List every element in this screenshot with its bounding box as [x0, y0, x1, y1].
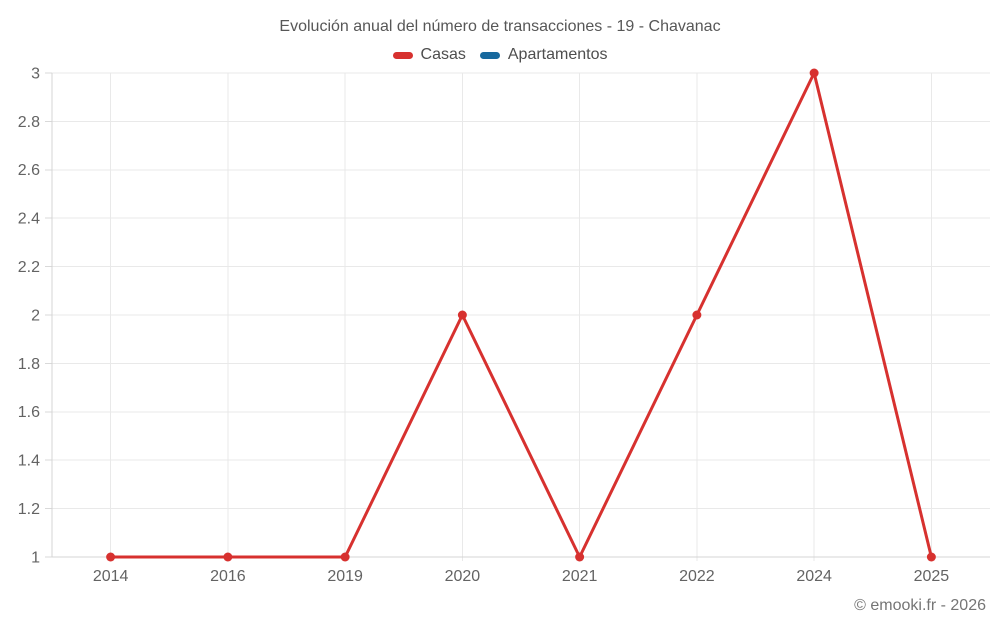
legend: Casas Apartamentos [0, 45, 1000, 65]
y-tick-label: 2.6 [18, 162, 40, 179]
legend-label-casas: Casas [420, 46, 466, 63]
copyright-credit: © emooki.fr - 2026 [854, 597, 986, 614]
series-point-casas [809, 68, 819, 78]
x-tick-label: 2021 [562, 568, 598, 585]
series-point-casas [926, 552, 936, 562]
x-tick-label: 2024 [796, 568, 832, 585]
x-tick-label: 2025 [914, 568, 950, 585]
series-point-casas [692, 310, 702, 320]
x-tick-label: 2020 [445, 568, 481, 585]
y-tick-label: 2.2 [18, 259, 40, 276]
series-line-casas [109, 71, 933, 559]
y-tick-label: 1.2 [18, 501, 40, 518]
y-tick-label: 2.8 [18, 114, 40, 131]
series-point-casas [575, 552, 585, 562]
y-tick-label: 3 [31, 65, 40, 82]
legend-label-apartamentos: Apartamentos [507, 46, 608, 63]
y-tick-label: 1.4 [18, 453, 40, 470]
x-tick-label: 2014 [93, 568, 129, 585]
series-point-casas [340, 552, 350, 562]
x-tick-label: 2022 [679, 568, 715, 585]
legend-swatch-casas [392, 51, 413, 59]
legend-swatch-apartamentos [479, 51, 500, 59]
series-point-casas [106, 552, 116, 562]
y-tick-label: 1 [31, 549, 40, 566]
legend-item-casas[interactable]: Casas [392, 45, 466, 65]
x-tick-label: 2019 [327, 568, 363, 585]
y-tick-label: 1.8 [18, 356, 40, 373]
y-tick-label: 2.4 [18, 211, 40, 228]
x-tick-label: 2016 [210, 568, 246, 585]
y-tick-label: 1.6 [18, 404, 40, 421]
series-point-casas [457, 310, 467, 320]
y-tick-label: 2 [31, 307, 40, 324]
chart-title: Evolución anual del número de transaccio… [279, 18, 721, 35]
series-point-casas [223, 552, 233, 562]
legend-item-apartamentos[interactable]: Apartamentos [479, 45, 608, 65]
